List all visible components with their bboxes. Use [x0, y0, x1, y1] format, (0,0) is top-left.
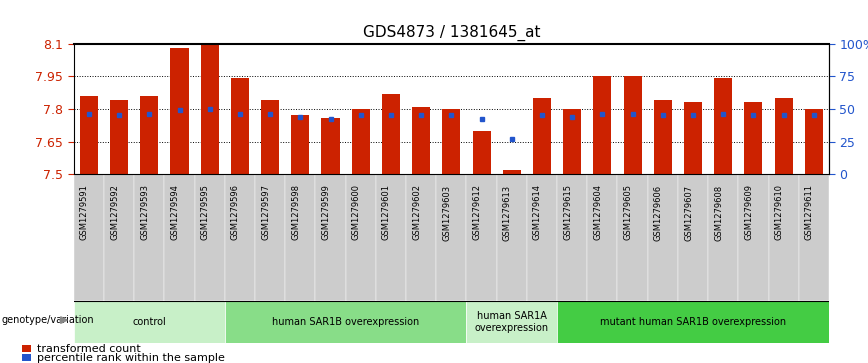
- Text: GSM1279608: GSM1279608: [714, 184, 723, 241]
- Bar: [799, 174, 829, 301]
- Bar: [194, 174, 225, 301]
- Text: GSM1279593: GSM1279593: [141, 184, 149, 240]
- Text: transformed count: transformed count: [36, 343, 141, 354]
- Text: GSM1279613: GSM1279613: [503, 184, 512, 241]
- Bar: [588, 174, 617, 301]
- Text: GSM1279592: GSM1279592: [110, 184, 119, 240]
- Bar: [443, 109, 460, 174]
- Bar: [104, 174, 135, 301]
- Text: GSM1279606: GSM1279606: [654, 184, 663, 241]
- Bar: [623, 76, 641, 174]
- Text: mutant human SAR1B overexpression: mutant human SAR1B overexpression: [600, 317, 786, 327]
- Text: GSM1279591: GSM1279591: [80, 184, 89, 240]
- Bar: [557, 301, 829, 343]
- Bar: [496, 174, 527, 301]
- Bar: [654, 100, 672, 174]
- Text: GSM1279596: GSM1279596: [231, 184, 240, 240]
- Bar: [201, 44, 219, 174]
- Bar: [406, 174, 437, 301]
- Title: GDS4873 / 1381645_at: GDS4873 / 1381645_at: [363, 25, 540, 41]
- Bar: [412, 107, 431, 174]
- Bar: [141, 96, 158, 174]
- Text: GSM1279598: GSM1279598: [292, 184, 300, 240]
- Bar: [805, 109, 823, 174]
- Bar: [352, 109, 370, 174]
- Bar: [774, 98, 792, 174]
- Bar: [315, 174, 345, 301]
- Text: genotype/variation: genotype/variation: [2, 315, 94, 325]
- Bar: [714, 78, 733, 174]
- Text: GSM1279603: GSM1279603: [443, 184, 451, 241]
- Bar: [533, 98, 551, 174]
- Bar: [594, 76, 611, 174]
- Bar: [292, 115, 309, 174]
- Text: GSM1279610: GSM1279610: [774, 184, 784, 240]
- Bar: [617, 174, 648, 301]
- Bar: [231, 78, 249, 174]
- Bar: [684, 102, 702, 174]
- Bar: [170, 48, 188, 174]
- Text: percentile rank within the sample: percentile rank within the sample: [36, 352, 225, 363]
- Bar: [135, 174, 164, 301]
- Bar: [255, 174, 286, 301]
- Text: GSM1279594: GSM1279594: [170, 184, 180, 240]
- Bar: [110, 100, 128, 174]
- Text: GSM1279611: GSM1279611: [805, 184, 814, 240]
- Bar: [745, 102, 762, 174]
- Bar: [376, 174, 406, 301]
- Bar: [164, 174, 194, 301]
- Bar: [286, 174, 315, 301]
- Bar: [437, 174, 466, 301]
- Bar: [648, 174, 678, 301]
- Text: GSM1279597: GSM1279597: [261, 184, 270, 240]
- Bar: [261, 100, 279, 174]
- Text: GSM1279599: GSM1279599: [321, 184, 331, 240]
- Bar: [768, 174, 799, 301]
- Bar: [472, 131, 490, 174]
- Bar: [466, 174, 496, 301]
- Text: control: control: [133, 317, 166, 327]
- Bar: [557, 174, 588, 301]
- Bar: [225, 174, 255, 301]
- Bar: [74, 174, 104, 301]
- Bar: [678, 174, 708, 301]
- Bar: [739, 174, 768, 301]
- Bar: [22, 354, 31, 361]
- Bar: [708, 174, 739, 301]
- Text: human SAR1A
overexpression: human SAR1A overexpression: [475, 311, 549, 333]
- Text: human SAR1B overexpression: human SAR1B overexpression: [272, 317, 419, 327]
- Text: GSM1279604: GSM1279604: [594, 184, 602, 240]
- Text: GSM1279602: GSM1279602: [412, 184, 421, 240]
- Text: GSM1279605: GSM1279605: [623, 184, 633, 240]
- Bar: [503, 170, 521, 174]
- Bar: [74, 301, 225, 343]
- Text: GSM1279595: GSM1279595: [201, 184, 210, 240]
- Text: GSM1279614: GSM1279614: [533, 184, 542, 240]
- Text: GSM1279615: GSM1279615: [563, 184, 572, 240]
- Bar: [466, 301, 557, 343]
- Text: GSM1279601: GSM1279601: [382, 184, 391, 240]
- Text: GSM1279612: GSM1279612: [472, 184, 482, 240]
- Text: GSM1279600: GSM1279600: [352, 184, 361, 240]
- Bar: [80, 96, 98, 174]
- Bar: [22, 345, 31, 352]
- Bar: [382, 94, 400, 174]
- Bar: [345, 174, 376, 301]
- Text: GSM1279609: GSM1279609: [745, 184, 753, 240]
- Bar: [563, 109, 582, 174]
- Bar: [225, 301, 466, 343]
- Bar: [321, 118, 339, 174]
- Bar: [527, 174, 557, 301]
- Text: GSM1279607: GSM1279607: [684, 184, 693, 241]
